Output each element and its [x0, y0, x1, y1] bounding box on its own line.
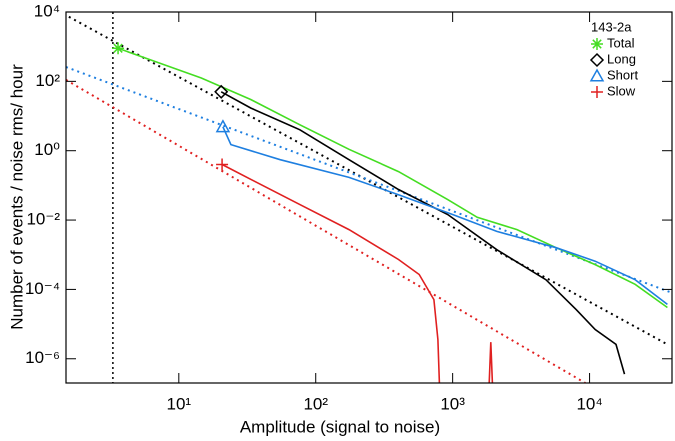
marker [589, 68, 605, 82]
series-line [222, 126, 668, 306]
legend-label: Slow [607, 83, 636, 98]
marker-shape [589, 52, 605, 68]
y-tick-label: 10⁻² [26, 210, 60, 229]
marker [591, 38, 603, 50]
legend-item: Short [589, 67, 638, 82]
marker-shape [215, 119, 231, 133]
x-tick-label: 10⁴ [576, 394, 602, 413]
y-tick-label: 10⁴ [34, 1, 60, 20]
legend-label: Short [607, 67, 638, 82]
marker [112, 42, 125, 55]
x-tick-label: 10¹ [167, 394, 192, 413]
x-tick-label: 10² [303, 394, 328, 413]
legend-item: Long [589, 51, 636, 68]
marker [214, 84, 229, 99]
y-tick-label: 10⁻⁶ [25, 348, 60, 367]
legend-item: Total [591, 35, 635, 50]
marker [589, 52, 605, 68]
legend-item: Slow [591, 83, 636, 98]
marker [591, 86, 603, 98]
marker [216, 158, 229, 171]
legend-label: Total [607, 35, 635, 50]
x-tick-label: 10³ [440, 394, 465, 413]
marker-stroke [592, 39, 602, 49]
fit-line [66, 79, 586, 383]
fit-line [66, 14, 668, 346]
series-line [117, 47, 668, 309]
legend-title: 143-2a [591, 19, 632, 34]
legend-label: Long [607, 51, 636, 66]
marker [215, 119, 231, 133]
y-axis-label: Number of events / noise rms/ hour [7, 64, 26, 330]
plot-area [66, 12, 672, 383]
series-line [220, 91, 626, 375]
x-axis-label: Amplitude (signal to noise) [240, 417, 440, 436]
marker-stroke [113, 43, 123, 53]
y-tick-label: 10² [35, 71, 60, 90]
series-line [221, 163, 494, 383]
marker-shape [214, 84, 229, 99]
marker-shape [589, 68, 605, 82]
y-tick-label: 10⁰ [34, 140, 60, 159]
plot-frame [65, 11, 673, 384]
y-tick-label: 10⁻⁴ [25, 279, 60, 298]
